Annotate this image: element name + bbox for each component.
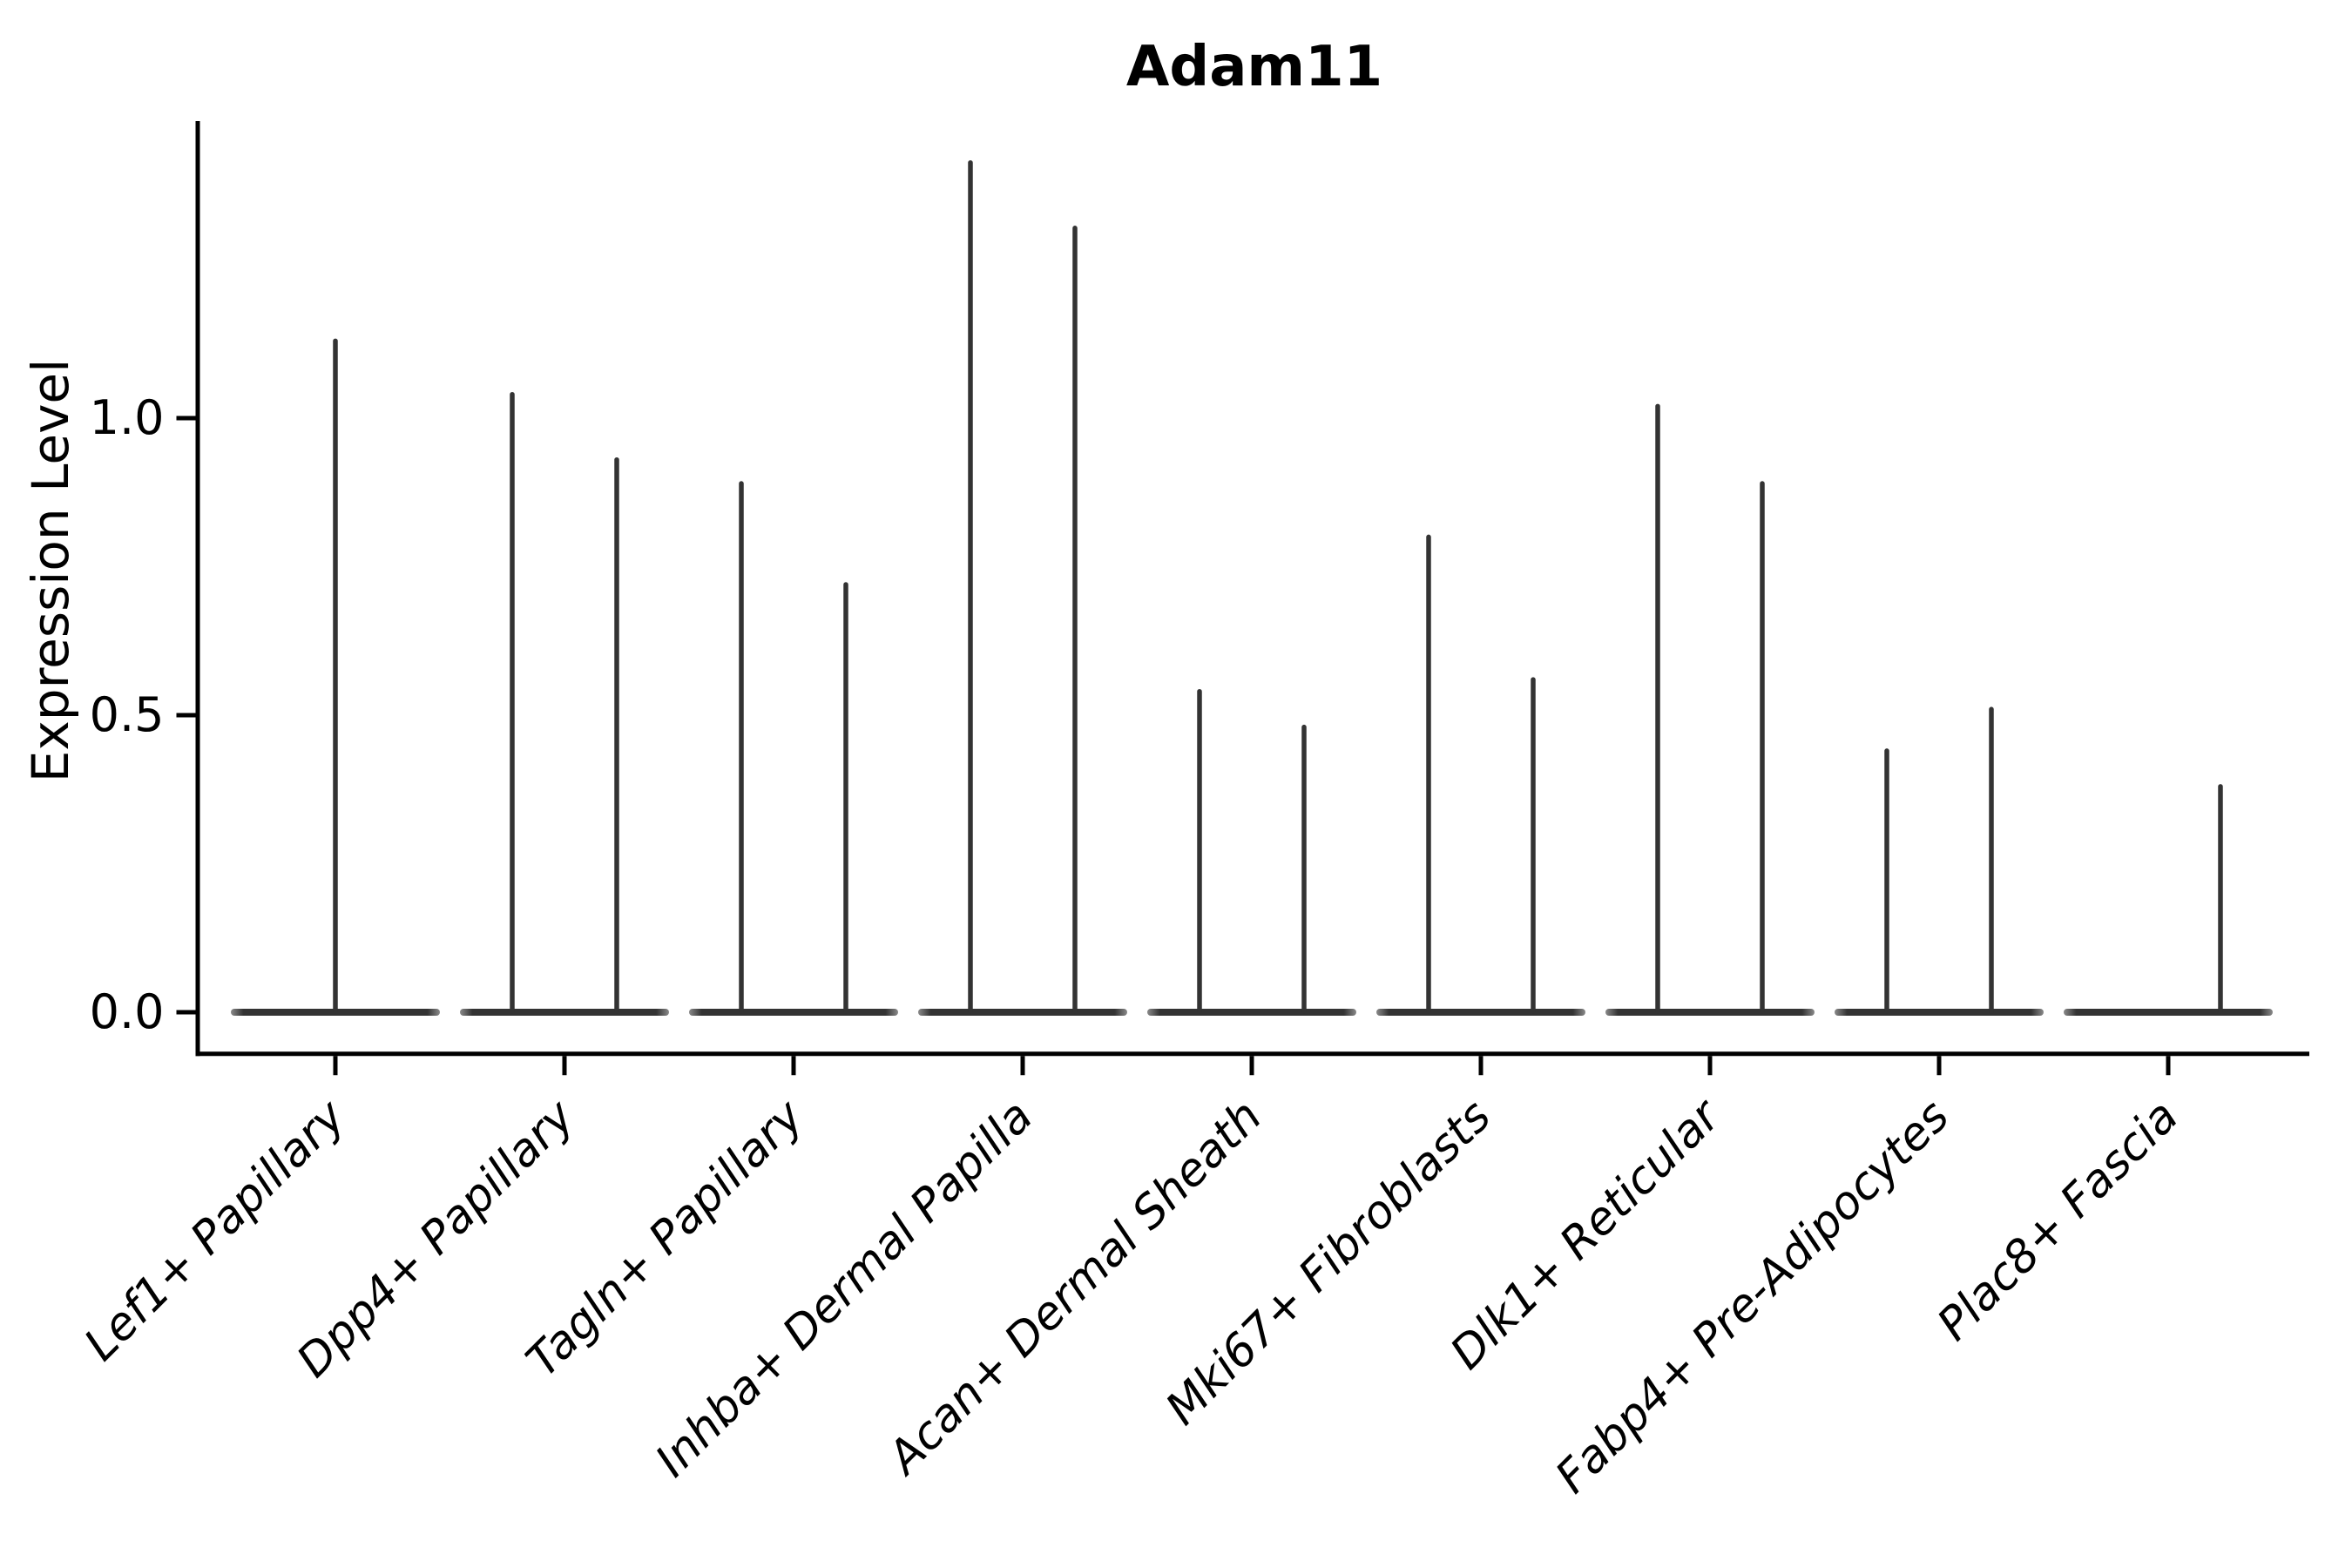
x-tick-label: Acan+ Dermal Sheath (876, 1091, 1272, 1486)
violin-base (1835, 1009, 2044, 1016)
y-axis-label: Expression Level (21, 359, 80, 782)
x-tick-label: Fabp4+ Pre-Adipocytes (1546, 1091, 1960, 1504)
violin-base (1605, 1009, 1815, 1016)
violin-base (460, 1009, 669, 1016)
violin-base (1376, 1009, 1585, 1016)
x-tick-label: Plac8+ Fascia (1928, 1091, 2188, 1351)
y-tick-label: 1.0 (90, 390, 165, 445)
violin-base (2064, 1009, 2273, 1016)
x-tick-label: Inhba+ Dermal Papilla (645, 1091, 1043, 1488)
violin-base (689, 1009, 898, 1016)
plot-title: Adam11 (1126, 35, 1382, 99)
y-tick-label: 0.5 (90, 687, 165, 742)
violin-base (918, 1009, 1127, 1016)
violin-base (1147, 1009, 1356, 1016)
y-tick-label: 0.0 (90, 984, 165, 1039)
